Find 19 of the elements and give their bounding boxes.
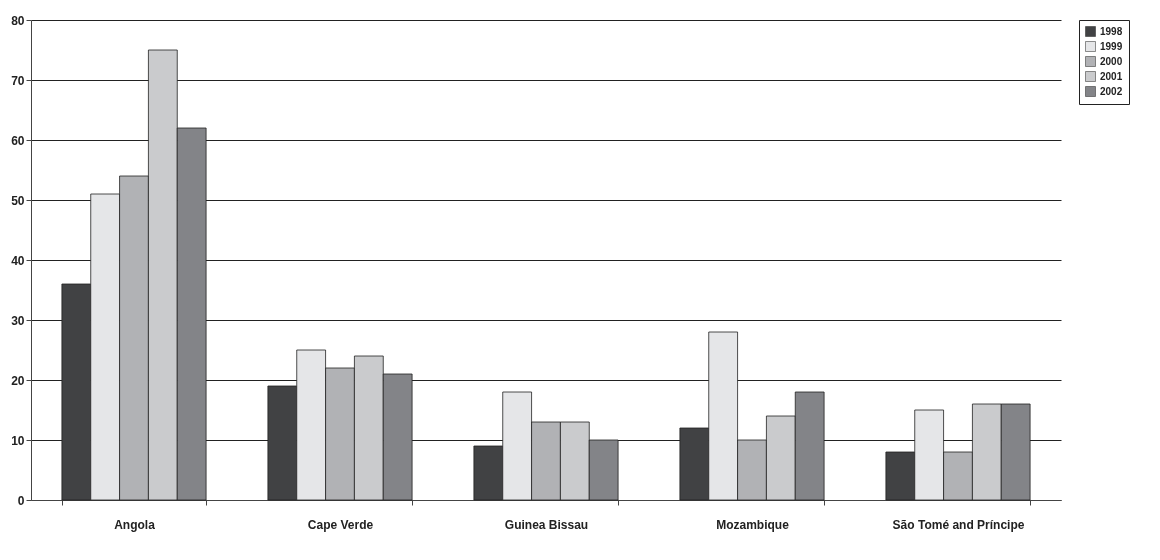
y-tick-label: 60 <box>11 133 25 148</box>
legend-label: 2002 <box>1100 85 1123 97</box>
y-tick-label: 40 <box>11 253 25 268</box>
x-tick-label: Mozambique <box>716 517 790 532</box>
legend-label: 2001 <box>1100 70 1123 82</box>
legend-label: 1998 <box>1100 25 1123 37</box>
legend-label: 1999 <box>1100 40 1123 52</box>
y-tick-label: 20 <box>11 373 25 388</box>
x-tick-label: Angola <box>114 517 156 532</box>
x-tick-label: São Tomé and Príncipe <box>892 517 1025 532</box>
x-tick-label: Cape Verde <box>307 517 374 532</box>
y-tick-label: 30 <box>11 313 25 328</box>
y-tick-label: 10 <box>11 433 25 448</box>
y-tick-label: 70 <box>11 73 25 88</box>
y-tick-label: 80 <box>11 13 25 28</box>
y-tick-label: 0 <box>17 493 25 508</box>
y-tick-label: 50 <box>11 193 25 208</box>
legend-label: 2000 <box>1100 55 1123 67</box>
x-tick-label: Guinea Bissau <box>504 517 589 532</box>
